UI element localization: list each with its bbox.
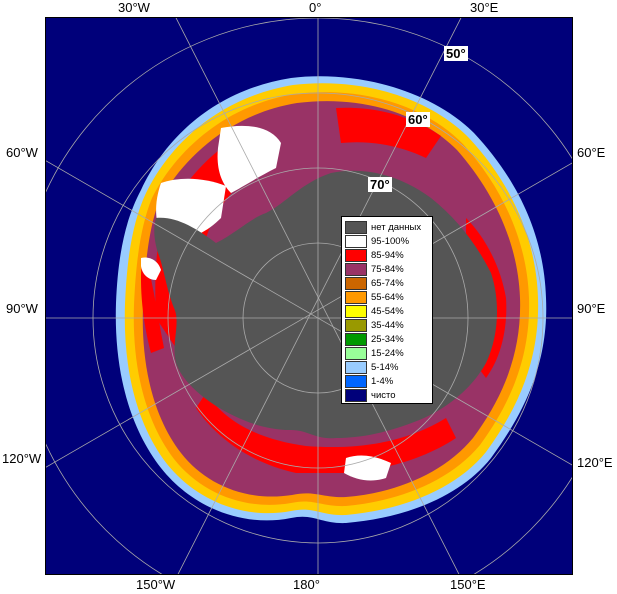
legend-swatch — [345, 249, 367, 262]
legend-item: 5-14% — [345, 361, 431, 374]
legend-label: 5-14% — [371, 362, 399, 373]
lon-label-150e: 150°E — [450, 577, 486, 592]
meridian-lines — [46, 18, 572, 574]
legend-item: 55-64% — [345, 291, 431, 304]
legend: нет данных 95-100% 85-94% 75-84% 65-74% 55-64… — [341, 216, 433, 404]
legend-label: 85-94% — [371, 250, 404, 261]
legend-swatch — [345, 305, 367, 318]
legend-label: 95-100% — [371, 236, 410, 247]
legend-label: 15-24% — [371, 348, 404, 359]
legend-item: чисто — [345, 389, 431, 402]
meridian-30e — [177, 18, 462, 574]
ice-patch-white — [141, 257, 161, 280]
ice-patch-white — [344, 455, 391, 481]
legend-label: нет данных — [371, 222, 422, 233]
lon-label-120w: 120°W — [2, 451, 42, 466]
ice-patch-red — [141, 258, 164, 353]
lat-label-60: 60° — [406, 112, 430, 127]
legend-item: 15-24% — [345, 347, 431, 360]
legend-swatch — [345, 375, 367, 388]
legend-label: 35-44% — [371, 320, 404, 331]
legend-label: 1-4% — [371, 376, 394, 387]
lat-label-50: 50° — [444, 46, 468, 61]
legend-swatch — [345, 389, 367, 402]
ice-patch-red — [336, 107, 441, 158]
lon-label-150w: 150°W — [136, 577, 176, 592]
lon-label-30w: 30°W — [118, 0, 150, 15]
lon-label-180: 180° — [293, 577, 320, 592]
legend-item: 45-54% — [345, 305, 431, 318]
lon-label-90w: 90°W — [6, 301, 38, 316]
legend-label: 65-74% — [371, 278, 404, 289]
lon-label-30e: 30°E — [470, 0, 499, 15]
legend-item: 75-84% — [345, 263, 431, 276]
legend-swatch — [345, 277, 367, 290]
legend-label: чисто — [371, 390, 396, 401]
legend-item: 65-74% — [345, 277, 431, 290]
legend-item: 25-34% — [345, 333, 431, 346]
legend-item: 1-4% — [345, 375, 431, 388]
lon-label-90e: 90°E — [577, 301, 606, 316]
legend-label: 25-34% — [371, 334, 404, 345]
legend-item: 85-94% — [345, 249, 431, 262]
legend-swatch — [345, 291, 367, 304]
lon-label-60w: 60°W — [6, 145, 38, 160]
legend-label: 45-54% — [371, 306, 404, 317]
lon-label-60e: 60°E — [577, 145, 606, 160]
legend-swatch — [345, 361, 367, 374]
legend-item: 95-100% — [345, 235, 431, 248]
map-canvas — [46, 18, 572, 574]
legend-swatch — [345, 319, 367, 332]
legend-label: 75-84% — [371, 264, 404, 275]
sea-ice-map: 50° 60° 70° нет данных 95-100% 85-94% 75-84… — [45, 17, 573, 575]
legend-swatch — [345, 347, 367, 360]
lat-label-70: 70° — [368, 177, 392, 192]
lon-label-0: 0° — [309, 0, 322, 15]
legend-item: нет данных — [345, 221, 431, 234]
lon-label-120e: 120°E — [577, 455, 613, 470]
ice-patch-red — [196, 393, 456, 473]
legend-swatch — [345, 263, 367, 276]
ice-patch-white — [217, 125, 281, 193]
legend-label: 55-64% — [371, 292, 404, 303]
meridian-60e — [46, 162, 572, 468]
legend-swatch — [345, 221, 367, 234]
legend-item: 35-44% — [345, 319, 431, 332]
legend-swatch — [345, 333, 367, 346]
legend-swatch — [345, 235, 367, 248]
